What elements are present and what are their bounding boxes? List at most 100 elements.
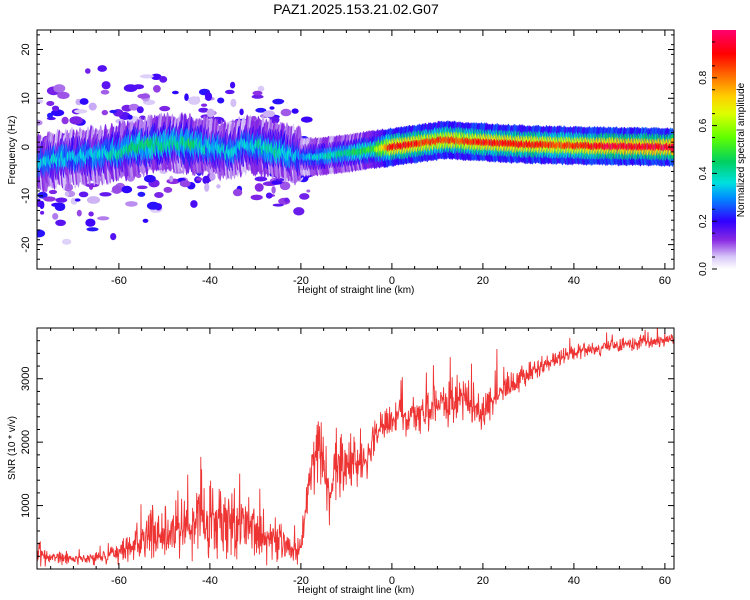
spectrogram-ylabel: Frequency (Hz) xyxy=(7,116,18,185)
heatmap-cell xyxy=(137,191,146,197)
heatmap-area xyxy=(37,65,674,245)
colorbar-ticks: 0.0 0.2 0.4 0.6 0.8 xyxy=(698,41,717,276)
snr-xtick-label: 60 xyxy=(659,575,671,587)
heatmap-cell xyxy=(239,108,244,116)
snr-xtick-label: -40 xyxy=(202,575,218,587)
heatmap-cell xyxy=(37,229,46,238)
heatmap-cell xyxy=(204,92,213,101)
heatmap-cell xyxy=(127,114,133,120)
snr-series-line xyxy=(37,328,674,567)
heatmap-cell xyxy=(48,189,58,195)
colorbar: 0.0 0.2 0.4 0.6 0.8 Normalized spectral ampl… xyxy=(698,30,747,276)
heatmap-cell xyxy=(184,93,189,101)
heatmap-cell xyxy=(255,107,267,113)
heatmap-cell xyxy=(291,108,299,114)
heatmap-cell xyxy=(146,201,160,210)
spectrogram-ytick-label: -20 xyxy=(20,237,32,253)
colorbar-tick-label: 0.8 xyxy=(698,70,709,84)
heatmap-cell xyxy=(121,185,133,194)
snr-ytick-label: 2000 xyxy=(20,430,32,454)
heatmap-cell xyxy=(272,98,284,105)
heatmap-cell xyxy=(97,65,107,72)
snr-axes: -60 -40 -20 0 20 40 60 1000 2000 3000 xyxy=(20,327,674,587)
heatmap-cell xyxy=(111,185,122,194)
heatmap-cell xyxy=(125,201,138,207)
heatmap-cell xyxy=(190,200,198,208)
heatmap-cell xyxy=(88,102,97,111)
snr-xtick-label: 20 xyxy=(477,575,489,587)
snr-ylabel: SNR (10 * v/v) xyxy=(7,416,18,480)
heatmap-cell xyxy=(269,106,275,110)
snr-xtick-label: 0 xyxy=(389,575,395,587)
heatmap-cell xyxy=(137,93,150,99)
spectrogram-ytick-label: 20 xyxy=(20,43,32,55)
heatmap-cell xyxy=(159,76,168,83)
heatmap-cell xyxy=(86,227,99,232)
heatmap-cell xyxy=(136,185,148,190)
spectrogram-ytick-label: -10 xyxy=(20,188,32,204)
heatmap-cell xyxy=(144,174,156,183)
heatmap-cell xyxy=(40,210,45,215)
snr-ytick-label: 1000 xyxy=(20,493,32,517)
spectrogram-xtick-label: 40 xyxy=(568,275,580,287)
heatmap-cell xyxy=(196,177,203,181)
heatmap-cell xyxy=(217,97,225,104)
heatmap-cell xyxy=(109,109,118,114)
heatmap-cell xyxy=(279,181,291,191)
spectrogram-ytick-label: 10 xyxy=(20,92,32,104)
heatmap-cell xyxy=(55,219,66,226)
heatmap-cell xyxy=(99,192,112,197)
heatmap-cell xyxy=(216,184,221,189)
heatmap-cell xyxy=(133,84,145,90)
heatmap-cell xyxy=(100,89,110,95)
heatmap-cell xyxy=(275,178,285,182)
heatmap-cell xyxy=(46,101,55,106)
heatmap-cell xyxy=(53,84,66,93)
heatmap-cell xyxy=(232,188,243,197)
snr-frame xyxy=(36,327,675,570)
heatmap-cell xyxy=(159,105,171,112)
heatmap-cell xyxy=(97,216,110,221)
heatmap-cell xyxy=(230,81,236,89)
heatmap-cell xyxy=(225,89,235,95)
heatmap-cell xyxy=(179,180,191,188)
heatmap-cell xyxy=(86,196,101,204)
heatmap-cell xyxy=(250,194,263,201)
heatmap-cell xyxy=(64,191,70,197)
spectrogram-xlabel: Height of straight line (km) xyxy=(298,285,415,296)
heatmap-cell xyxy=(55,197,68,203)
heatmap-cell xyxy=(252,90,263,96)
heatmap-cell xyxy=(206,108,215,118)
heatmap-cell xyxy=(85,68,91,74)
heatmap-cell xyxy=(85,183,99,188)
heatmap-cell xyxy=(188,96,201,105)
heatmap-cell xyxy=(169,175,174,182)
heatmap-cell xyxy=(110,233,117,241)
heatmap-cell xyxy=(198,107,209,113)
heatmap-cell xyxy=(101,81,111,90)
spectrogram-xtick-label: 0 xyxy=(389,275,395,287)
snr-xtick-label: 40 xyxy=(568,575,580,587)
heatmap-cell xyxy=(172,90,179,95)
heatmap-cell xyxy=(57,91,70,99)
heatmap-cell xyxy=(52,213,59,220)
heatmap-cell xyxy=(51,105,60,112)
heatmap-cell xyxy=(74,109,88,114)
heatmap-cell xyxy=(43,196,56,202)
heatmap-cell xyxy=(265,192,273,199)
heatmap-cell xyxy=(230,98,237,108)
heatmap-cell xyxy=(51,109,65,117)
heatmap-cell xyxy=(202,175,210,185)
heatmap-cell xyxy=(78,191,89,198)
heatmap-cell xyxy=(254,183,264,192)
heatmap-cell xyxy=(201,103,208,107)
spectrogram-xtick-label: -20 xyxy=(293,275,309,287)
heatmap-cell xyxy=(76,209,82,217)
heatmap-cell xyxy=(257,85,265,92)
colorbar-tick-label: 0.4 xyxy=(698,166,709,180)
snr-panel: -60 -40 -20 0 20 40 60 1000 2000 3000 Height of s… xyxy=(7,327,675,596)
heatmap-cell xyxy=(272,203,284,207)
heatmap-cell xyxy=(204,183,210,192)
heatmap-cell xyxy=(163,186,173,193)
